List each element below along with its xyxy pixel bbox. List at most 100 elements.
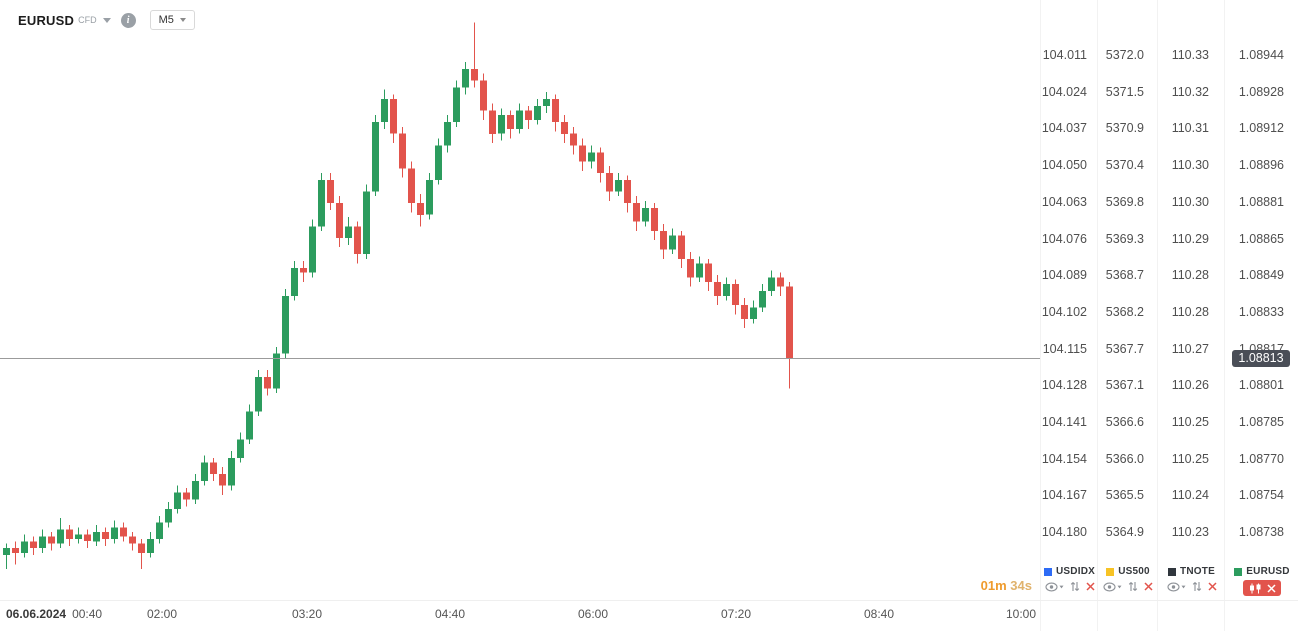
instrument-ticker-label: USDIDX (1056, 566, 1095, 577)
price-tick-label: 104.024 (1041, 84, 1087, 99)
instrument-ticker[interactable]: US500 (1106, 566, 1150, 577)
chart-header: EURUSD CFD i M5 (18, 10, 195, 30)
price-tick-label: 1.08801 (1238, 378, 1284, 393)
time-axis[interactable]: 06.06.2024 00:40 02:00 03:20 04:40 06:00 07:20… (0, 600, 1298, 631)
price-tick-label: 1.08754 (1238, 488, 1284, 503)
info-icon[interactable]: i (120, 12, 136, 28)
candle-countdown-timer: 01m 34s (956, 578, 1032, 593)
instrument-color-square (1106, 567, 1115, 576)
price-tick-label: 110.28 (1171, 304, 1209, 319)
candlestick-chart[interactable] (0, 0, 1040, 631)
price-tick-label: 110.28 (1171, 268, 1209, 283)
price-tick-label: 1.08944 (1238, 48, 1284, 62)
price-tick-label: 5367.7 (1105, 341, 1144, 356)
instrument-ticker-label: EURUSD (1246, 566, 1290, 577)
price-tick-label: 104.076 (1041, 231, 1087, 246)
price-tick-label: 110.27 (1171, 341, 1209, 356)
timeframe-value: M5 (158, 14, 174, 26)
time-axis-label: 03:20 (291, 607, 323, 621)
price-scale-eurusd[interactable]: 1.08944 1.08928 1.08912 1.08896 1.08881 1.088… (1224, 0, 1298, 631)
price-tick-label: 104.141 (1041, 414, 1087, 429)
price-scale-tnote[interactable]: 110.33 110.32 110.31 110.30 110.30 110.29 110.… (1157, 0, 1225, 631)
price-tick-label: 1.08912 (1238, 121, 1284, 136)
remove-instrument-icon[interactable] (1144, 582, 1153, 591)
price-scale-us500[interactable]: 5372.0 5371.5 5370.9 5370.4 5369.8 5369.3 5368… (1097, 0, 1158, 631)
remove-instrument-icon[interactable] (1207, 582, 1217, 591)
timeframe-dropdown[interactable]: M5 (149, 10, 195, 30)
instrument-controls (1103, 580, 1153, 593)
scale-arrows-icon[interactable] (1070, 581, 1080, 592)
candlestick-icon (1249, 583, 1262, 594)
visibility-eye-icon[interactable] (1103, 582, 1122, 592)
time-axis-label: 07:20 (720, 607, 752, 621)
price-tick-label: 5370.4 (1105, 158, 1144, 173)
symbol-name[interactable]: EURUSD (18, 12, 75, 28)
price-tick-label: 5371.5 (1105, 84, 1144, 99)
price-tick-label: 5367.1 (1105, 378, 1144, 393)
price-tick-label: 5368.7 (1105, 268, 1144, 283)
price-tick-label: 5368.2 (1105, 304, 1144, 319)
price-tick-label: 110.30 (1171, 158, 1209, 173)
time-axis-label: 02:00 (146, 607, 178, 621)
timer-seconds: 34s (1010, 578, 1032, 593)
price-tick-label: 104.089 (1041, 268, 1087, 283)
visibility-eye-icon[interactable] (1044, 582, 1064, 592)
price-tick-label: 5370.9 (1105, 121, 1144, 136)
price-tick-label: 104.167 (1041, 488, 1087, 503)
price-tick-label: 1.08770 (1238, 451, 1284, 466)
price-tick-label: 110.29 (1171, 231, 1209, 246)
price-tick-label: 110.26 (1171, 378, 1209, 393)
symbol-dropdown-caret-icon[interactable] (102, 17, 111, 23)
time-axis-label: 06:00 (577, 607, 609, 621)
price-tick-label: 1.08785 (1238, 414, 1284, 429)
price-tick-label: 104.050 (1041, 158, 1087, 173)
price-tick-label: 104.037 (1041, 121, 1087, 136)
price-tick-label: 110.25 (1171, 451, 1209, 466)
price-tick-label: 104.115 (1042, 341, 1087, 356)
instrument-color-square (1234, 567, 1243, 576)
price-tick-label: 1.08849 (1238, 268, 1284, 283)
price-tick-label: 110.30 (1171, 194, 1209, 209)
instrument-toggle-eurusd: EURUSD (1225, 566, 1298, 596)
price-tick-label: 110.25 (1171, 414, 1209, 429)
price-tick-label: 1.08896 (1238, 158, 1284, 173)
instrument-toggle-usdidx: USDIDX (1041, 566, 1098, 593)
price-tick-label: 1.08738 (1238, 525, 1284, 539)
price-tick-label: 5369.3 (1105, 231, 1144, 246)
instrument-ticker[interactable]: EURUSD (1234, 566, 1290, 577)
remove-instrument-icon[interactable] (1085, 582, 1095, 591)
price-tick-label: 104.154 (1041, 451, 1087, 466)
instrument-ticker-label: TNOTE (1180, 566, 1215, 577)
instrument-ticker[interactable]: TNOTE (1168, 566, 1215, 577)
remove-instrument-icon[interactable] (1266, 583, 1276, 593)
active-instrument-badge[interactable] (1243, 580, 1281, 596)
timer-minutes: 01m (980, 578, 1007, 593)
price-tick-label: 104.063 (1041, 194, 1087, 209)
price-scale-usdidx[interactable]: 104.011 104.024 104.037 104.050 104.063 104.0… (1040, 0, 1098, 631)
scale-arrows-icon[interactable] (1192, 581, 1202, 592)
visibility-eye-icon[interactable] (1166, 582, 1186, 592)
time-axis-label: 06.06.2024 00:40 (6, 607, 103, 621)
price-tick-label: 5366.6 (1105, 414, 1144, 429)
instrument-toggle-us500: US500 (1098, 566, 1158, 593)
price-tick-label: 5372.0 (1105, 48, 1144, 62)
time-axis-label: 10:00 (1005, 607, 1037, 621)
price-tick-label: 110.32 (1171, 84, 1209, 99)
price-tick-label: 1.08865 (1238, 231, 1284, 246)
price-tick-label: 1.08881 (1238, 194, 1284, 209)
instrument-toggle-tnote: TNOTE (1158, 566, 1225, 593)
price-tick-label: 104.102 (1041, 304, 1087, 319)
instrument-ticker-label: US500 (1118, 566, 1150, 577)
instrument-controls (1166, 580, 1217, 593)
instrument-ticker[interactable]: USDIDX (1044, 566, 1095, 577)
price-tick-label: 1.08833 (1238, 304, 1284, 319)
price-tick-label: 5369.8 (1105, 194, 1144, 209)
price-tick-label: 110.24 (1171, 488, 1209, 503)
chevron-down-icon (179, 18, 186, 22)
price-tick-label: 5364.9 (1105, 525, 1144, 539)
instrument-controls (1044, 580, 1095, 593)
scale-arrows-icon[interactable] (1128, 581, 1138, 592)
price-tick-label: 5365.5 (1105, 488, 1144, 503)
market-type-label: CFD (78, 15, 97, 25)
